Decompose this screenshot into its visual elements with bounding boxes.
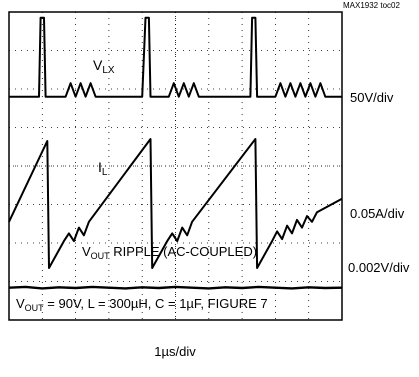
plot-frame bbox=[8, 11, 343, 321]
traces bbox=[8, 16, 343, 290]
scale-label-il: 0.05A/div bbox=[350, 206, 405, 221]
trace-label-il: IL bbox=[98, 159, 108, 178]
trace-vlx bbox=[9, 16, 342, 98]
trace-label-vlx: VLX bbox=[93, 57, 115, 76]
scale-label-vout: 0.002V/div bbox=[348, 260, 410, 275]
grid bbox=[9, 12, 342, 320]
test-conditions: VOUT = 90V, L = 300µH, C = 1µF, FIGURE 7 bbox=[16, 296, 268, 313]
figure-id: MAX1932 toc02 bbox=[343, 1, 400, 10]
trace-label-vout: VOUT RIPPLE (AC-COUPLED) bbox=[82, 244, 257, 261]
trace-il bbox=[8, 138, 343, 269]
scale-label-vlx: 50V/div bbox=[350, 90, 394, 105]
trace-vout-ripple bbox=[8, 285, 343, 290]
x-axis-label: 1µs/div bbox=[154, 344, 196, 359]
